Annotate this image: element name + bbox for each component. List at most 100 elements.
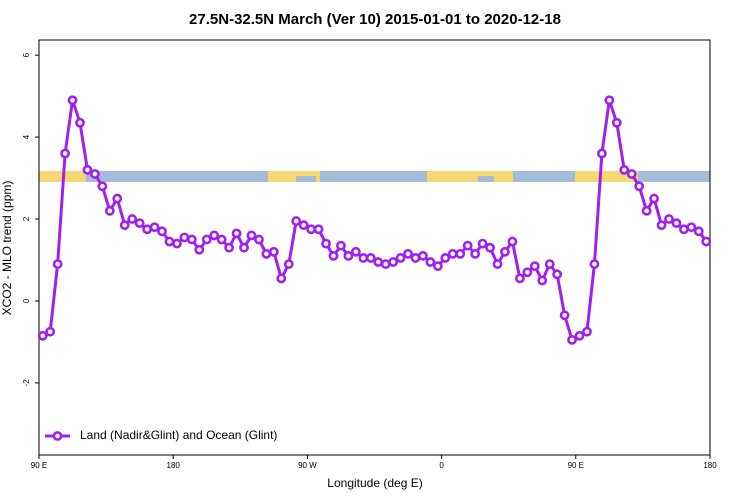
data-point <box>574 330 585 341</box>
x-tick-label: 180 <box>167 461 181 470</box>
data-point <box>142 224 153 235</box>
data-point <box>373 257 384 267</box>
data-point <box>358 253 369 263</box>
data-point <box>291 216 302 226</box>
data-point <box>656 220 667 231</box>
data-point <box>201 234 212 245</box>
data-point <box>500 246 510 257</box>
data-point <box>522 267 533 278</box>
data-point <box>112 193 123 204</box>
data-point <box>455 248 466 259</box>
data-point <box>67 95 78 106</box>
data-point <box>60 148 70 159</box>
data-point <box>641 205 652 216</box>
data-point <box>514 273 525 284</box>
data-point <box>477 238 488 249</box>
data-point <box>239 242 249 253</box>
data-point <box>664 214 674 224</box>
data-point <box>149 222 160 233</box>
data-point <box>462 240 473 251</box>
data-point <box>313 224 324 235</box>
data-point <box>164 236 175 247</box>
data-point <box>186 234 197 245</box>
data-point <box>127 214 138 224</box>
data-point <box>283 259 294 269</box>
data-point <box>604 95 615 106</box>
data-point <box>328 250 339 261</box>
data-point <box>350 246 361 257</box>
data-point <box>686 222 697 233</box>
data-point <box>306 224 317 235</box>
y-axis-label: XCO2 - MLO trend (ppm) <box>0 181 14 316</box>
data-point <box>582 326 592 337</box>
data-point <box>157 226 167 237</box>
data-point <box>246 230 257 241</box>
data-point <box>231 228 242 239</box>
data-point <box>82 164 93 175</box>
data-point <box>418 250 428 261</box>
data-point <box>492 259 503 269</box>
data-point <box>537 275 548 286</box>
x-tick-label: 180 <box>703 461 717 470</box>
data-point <box>559 310 570 321</box>
data-point <box>45 326 56 337</box>
data-point <box>552 269 563 280</box>
data-point <box>276 273 287 284</box>
data-point <box>470 248 481 259</box>
data-point <box>52 259 63 269</box>
y-tick-label: -2 <box>22 379 31 387</box>
data-point <box>321 238 331 249</box>
data-point <box>224 242 235 253</box>
data-point <box>529 261 540 272</box>
data-point <box>679 224 689 235</box>
data-point <box>626 169 637 179</box>
data-point <box>104 205 115 216</box>
plot-frame <box>38 39 711 456</box>
data-point <box>209 230 220 241</box>
data-point <box>567 334 577 345</box>
data-point <box>179 232 190 243</box>
data-point <box>134 218 145 229</box>
data-point <box>671 218 682 229</box>
data-point <box>634 181 645 192</box>
x-tick-label: 90 W <box>298 461 317 470</box>
data-point <box>485 242 495 253</box>
data-point <box>440 253 451 263</box>
data-point <box>388 257 399 267</box>
data-point <box>261 248 272 259</box>
data-point <box>336 240 346 251</box>
data-point <box>395 253 406 263</box>
legend-label: Land (Nadir&Glint) and Ocean (Glint) <box>80 428 277 442</box>
data-point <box>507 236 518 247</box>
legend-marker <box>52 431 63 441</box>
x-tick-label: 90 E <box>31 461 47 470</box>
data-point <box>596 148 607 159</box>
data-point <box>75 117 85 128</box>
data-point <box>268 246 279 257</box>
data-point <box>589 259 600 269</box>
data-point <box>298 220 309 231</box>
data-point <box>619 164 630 175</box>
data-point <box>172 238 182 249</box>
data-point <box>343 250 354 261</box>
data-point <box>693 226 704 237</box>
data-point <box>611 117 622 128</box>
y-tick-label: 6 <box>22 52 31 57</box>
y-tick-label: 2 <box>22 216 31 221</box>
data-point <box>216 234 227 245</box>
data-point <box>254 234 264 245</box>
data-point <box>403 248 413 259</box>
data-point <box>701 236 712 247</box>
data-point <box>544 259 555 269</box>
data-point <box>425 257 436 267</box>
chart-title: 27.5N-32.5N March (Ver 10) 2015-01-01 to… <box>189 11 561 28</box>
data-point <box>447 248 458 259</box>
x-tick-label: 90 E <box>568 461 584 470</box>
data-point <box>410 253 421 263</box>
x-tick-label: 0 <box>439 461 444 470</box>
data-point <box>432 261 443 272</box>
data-point <box>365 253 376 263</box>
data-point <box>97 181 108 192</box>
data-point <box>649 193 659 204</box>
